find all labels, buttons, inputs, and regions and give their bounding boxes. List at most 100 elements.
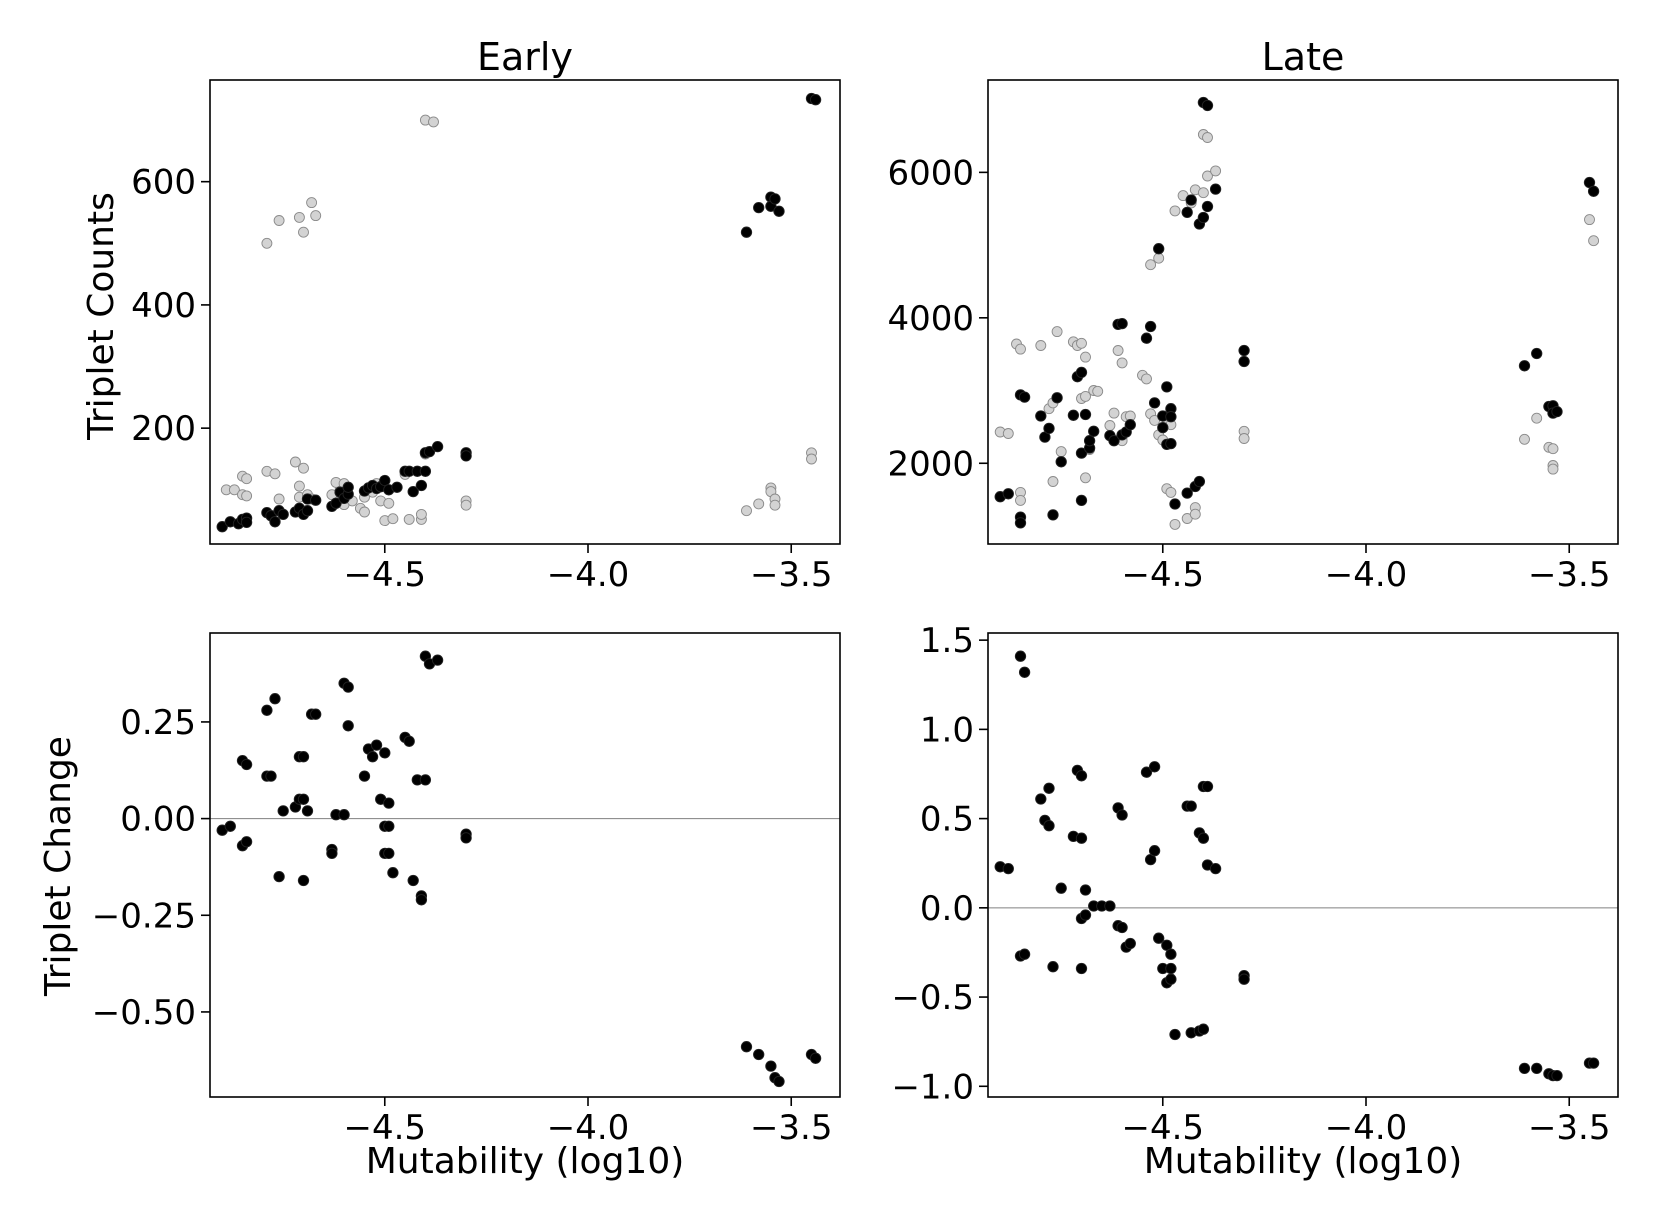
data-point — [1047, 961, 1059, 973]
data-point — [1055, 456, 1067, 468]
data-point — [1055, 446, 1067, 458]
data-point — [240, 836, 253, 848]
x-tick-label: −3.5 — [750, 1108, 833, 1148]
data-point — [306, 197, 318, 209]
data-point — [1165, 437, 1177, 450]
data-point — [1104, 900, 1116, 912]
data-point — [273, 215, 285, 226]
y-tick-label: 2000 — [887, 444, 974, 484]
data-point — [769, 193, 781, 205]
data-point — [1181, 206, 1193, 219]
data-point — [1185, 194, 1197, 206]
data-point — [379, 747, 391, 759]
x-tick-label: −4.0 — [547, 1108, 630, 1148]
data-point — [1197, 187, 1209, 199]
data-point — [1075, 447, 1088, 459]
data-point — [310, 210, 322, 222]
data-point — [809, 94, 822, 106]
data-point — [1148, 761, 1161, 773]
data-point — [407, 485, 419, 498]
data-point — [1201, 780, 1214, 793]
y-tick-label: −0.25 — [92, 896, 196, 936]
data-point — [1035, 410, 1047, 422]
data-point — [1108, 435, 1120, 447]
data-point — [1238, 433, 1250, 444]
data-point — [1124, 419, 1136, 431]
data-point — [773, 205, 785, 217]
late-counts-panel: −4.5 −4.0 −3.5 2000 4000 6000 Late — [887, 35, 1619, 595]
data-point — [1015, 343, 1026, 355]
y-tick-label: 0.00 — [120, 800, 196, 840]
data-point — [269, 468, 281, 480]
data-point — [428, 116, 439, 128]
data-point — [277, 508, 289, 521]
data-point — [1079, 408, 1092, 421]
x-tick-label: −3.5 — [1528, 555, 1611, 595]
axes-frame — [987, 79, 1619, 545]
data-point — [1547, 443, 1559, 455]
data-point — [216, 521, 228, 533]
data-point — [1519, 433, 1530, 445]
data-point — [310, 494, 322, 506]
data-point — [1169, 205, 1181, 217]
data-point — [1165, 962, 1177, 975]
data-point — [1055, 882, 1067, 894]
y-tick-label: 600 — [131, 163, 196, 203]
data-point — [407, 874, 419, 887]
data-point — [1092, 385, 1104, 397]
data-point — [1531, 412, 1543, 424]
data-point — [1518, 360, 1531, 372]
data-point — [1153, 252, 1165, 264]
data-point — [806, 453, 817, 465]
data-point — [224, 820, 236, 832]
data-point — [298, 462, 309, 474]
data-point — [1181, 487, 1193, 499]
data-point — [273, 870, 285, 883]
data-point — [269, 693, 281, 705]
data-point — [740, 226, 753, 238]
data-point — [1202, 170, 1213, 182]
x-tick-label: −4.5 — [1121, 1108, 1204, 1148]
data-point — [241, 473, 253, 485]
data-point — [460, 450, 472, 462]
data-point — [298, 226, 309, 238]
data-point — [277, 805, 289, 817]
y-tick-label: −0.50 — [92, 993, 196, 1033]
data-point — [1075, 832, 1088, 844]
data-point — [379, 474, 391, 487]
data-point — [1202, 132, 1213, 143]
data-point — [1165, 411, 1177, 423]
data-point — [1083, 435, 1096, 447]
data-point — [753, 201, 765, 214]
data-point — [1551, 405, 1563, 418]
data-point — [310, 708, 322, 720]
data-point — [1075, 962, 1088, 975]
y-axis-label-triplet-counts: Triplet Counts — [81, 192, 122, 441]
data-point — [342, 481, 354, 493]
data-point — [1201, 99, 1214, 112]
data-point — [1088, 425, 1100, 437]
data-point — [1141, 373, 1152, 385]
data-point — [1014, 517, 1027, 529]
data-point — [1076, 337, 1087, 349]
data-point — [403, 513, 415, 525]
data-point — [342, 720, 354, 732]
data-point — [1002, 862, 1014, 875]
data-point — [1124, 937, 1136, 950]
data-point — [1047, 509, 1059, 521]
data-point — [330, 497, 342, 509]
data-point — [269, 516, 281, 528]
data-point — [1116, 921, 1128, 934]
data-point — [1153, 243, 1165, 255]
data-point — [1075, 494, 1088, 507]
data-point — [1080, 472, 1091, 484]
y-tick-label: 0.0 — [920, 889, 974, 929]
data-point — [431, 440, 444, 453]
data-point — [1051, 326, 1063, 338]
y-tick-label: 1.0 — [920, 710, 974, 750]
data-point — [1018, 666, 1031, 678]
data-point — [1043, 422, 1055, 435]
axes-frame — [209, 632, 841, 1098]
data-point — [297, 874, 310, 887]
